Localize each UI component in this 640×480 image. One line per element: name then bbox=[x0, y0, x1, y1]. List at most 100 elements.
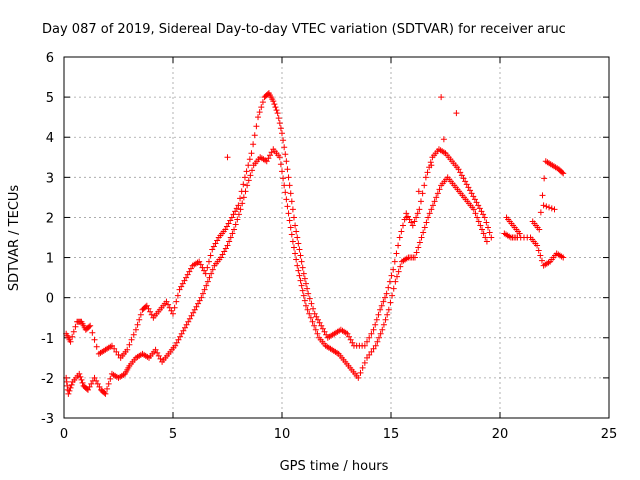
data-point-marker bbox=[137, 311, 144, 318]
data-point-marker bbox=[181, 324, 188, 331]
data-point-marker bbox=[483, 219, 490, 226]
data-point-marker bbox=[545, 259, 552, 266]
y-tick-label: -2 bbox=[41, 372, 54, 387]
y-tick-label: 1 bbox=[46, 252, 54, 267]
data-point-marker bbox=[311, 310, 318, 317]
data-point-marker bbox=[285, 174, 292, 181]
data-point-marker bbox=[392, 278, 399, 285]
data-point-marker bbox=[476, 205, 483, 212]
data-point-marker bbox=[204, 264, 211, 271]
data-point-marker bbox=[276, 120, 283, 127]
data-point-marker bbox=[434, 190, 441, 197]
data-point-marker bbox=[427, 159, 434, 166]
data-point-marker bbox=[295, 267, 302, 274]
data-point-marker bbox=[414, 210, 421, 217]
data-point-marker bbox=[314, 330, 321, 337]
data-point-marker bbox=[275, 152, 282, 159]
series-aruc-upper-track bbox=[63, 90, 567, 361]
data-point-marker bbox=[480, 211, 487, 218]
data-point-marker bbox=[155, 352, 162, 359]
data-point-marker bbox=[239, 200, 246, 207]
data-point-marker bbox=[546, 204, 553, 211]
data-point-marker bbox=[309, 318, 316, 325]
data-point-marker bbox=[86, 323, 93, 330]
data-point-marker bbox=[253, 123, 260, 130]
y-tick-label: 4 bbox=[46, 131, 54, 146]
data-point-marker bbox=[180, 327, 187, 334]
data-point-marker bbox=[178, 283, 185, 290]
data-point-marker bbox=[249, 167, 256, 174]
data-point-marker bbox=[374, 338, 381, 345]
data-point-marker bbox=[259, 99, 266, 106]
data-point-marker bbox=[208, 270, 215, 277]
data-point-marker bbox=[294, 262, 301, 269]
data-point-marker bbox=[179, 280, 186, 287]
data-point-marker bbox=[482, 234, 489, 241]
data-point-marker bbox=[471, 196, 478, 203]
data-point-marker bbox=[298, 258, 305, 265]
data-point-marker bbox=[232, 208, 239, 215]
data-point-marker bbox=[283, 196, 290, 203]
data-point-marker bbox=[316, 319, 323, 326]
data-point-marker bbox=[458, 172, 465, 179]
data-point-marker bbox=[538, 257, 545, 264]
data-point-marker bbox=[415, 188, 422, 195]
data-point-marker bbox=[395, 268, 402, 275]
data-point-marker bbox=[421, 182, 428, 189]
data-point-marker bbox=[506, 233, 513, 240]
data-point-marker bbox=[282, 151, 289, 158]
data-point-marker bbox=[131, 356, 138, 363]
data-point-marker bbox=[418, 234, 425, 241]
data-point-marker bbox=[287, 224, 294, 231]
data-point-marker bbox=[176, 286, 183, 293]
data-point-marker bbox=[234, 216, 241, 223]
data-point-marker bbox=[248, 150, 255, 157]
data-point-marker bbox=[413, 214, 420, 221]
data-point-marker bbox=[225, 220, 232, 227]
data-point-marker bbox=[540, 202, 547, 209]
data-point-marker bbox=[447, 156, 454, 163]
data-point-marker bbox=[456, 188, 463, 195]
data-point-marker bbox=[173, 339, 180, 346]
data-point-marker bbox=[284, 203, 291, 210]
data-point-marker bbox=[201, 286, 208, 293]
data-point-marker bbox=[403, 214, 410, 221]
data-point-marker bbox=[294, 234, 301, 241]
x-tick-label: 20 bbox=[492, 427, 509, 442]
y-tick-labels: -3 -2 -1 0 1 2 3 4 5 6 bbox=[41, 51, 54, 427]
data-point-marker bbox=[399, 222, 406, 229]
data-point-marker bbox=[224, 154, 231, 161]
data-point-marker bbox=[170, 344, 177, 351]
data-point-marker bbox=[307, 314, 314, 321]
data-point-marker bbox=[197, 261, 204, 268]
data-point-marker bbox=[390, 266, 397, 273]
data-point-marker bbox=[196, 297, 203, 304]
data-point-marker bbox=[287, 190, 294, 197]
data-point-marker bbox=[194, 259, 201, 266]
data-point-marker bbox=[69, 333, 76, 340]
data-point-marker bbox=[449, 180, 456, 187]
data-point-marker bbox=[292, 222, 299, 229]
data-point-marker bbox=[301, 275, 308, 282]
data-point-marker bbox=[175, 336, 182, 343]
data-point-marker bbox=[178, 330, 185, 337]
data-point-marker bbox=[327, 345, 334, 352]
data-point-marker bbox=[359, 342, 366, 349]
data-point-marker bbox=[268, 149, 275, 156]
y-tick-label: 2 bbox=[46, 211, 54, 226]
data-point-marker bbox=[485, 224, 492, 231]
data-point-marker bbox=[389, 292, 396, 299]
data-point-marker bbox=[228, 214, 235, 221]
data-point-marker bbox=[251, 132, 258, 139]
data-point-marker bbox=[247, 172, 254, 179]
data-point-marker bbox=[144, 353, 151, 360]
data-point-marker bbox=[67, 384, 74, 391]
data-point-marker bbox=[74, 372, 81, 379]
data-point-marker bbox=[514, 228, 521, 235]
data-point-marker bbox=[65, 390, 72, 397]
data-point-marker bbox=[125, 364, 132, 371]
data-point-marker bbox=[235, 211, 242, 218]
data-point-marker bbox=[147, 308, 154, 315]
data-point-marker bbox=[393, 250, 400, 257]
